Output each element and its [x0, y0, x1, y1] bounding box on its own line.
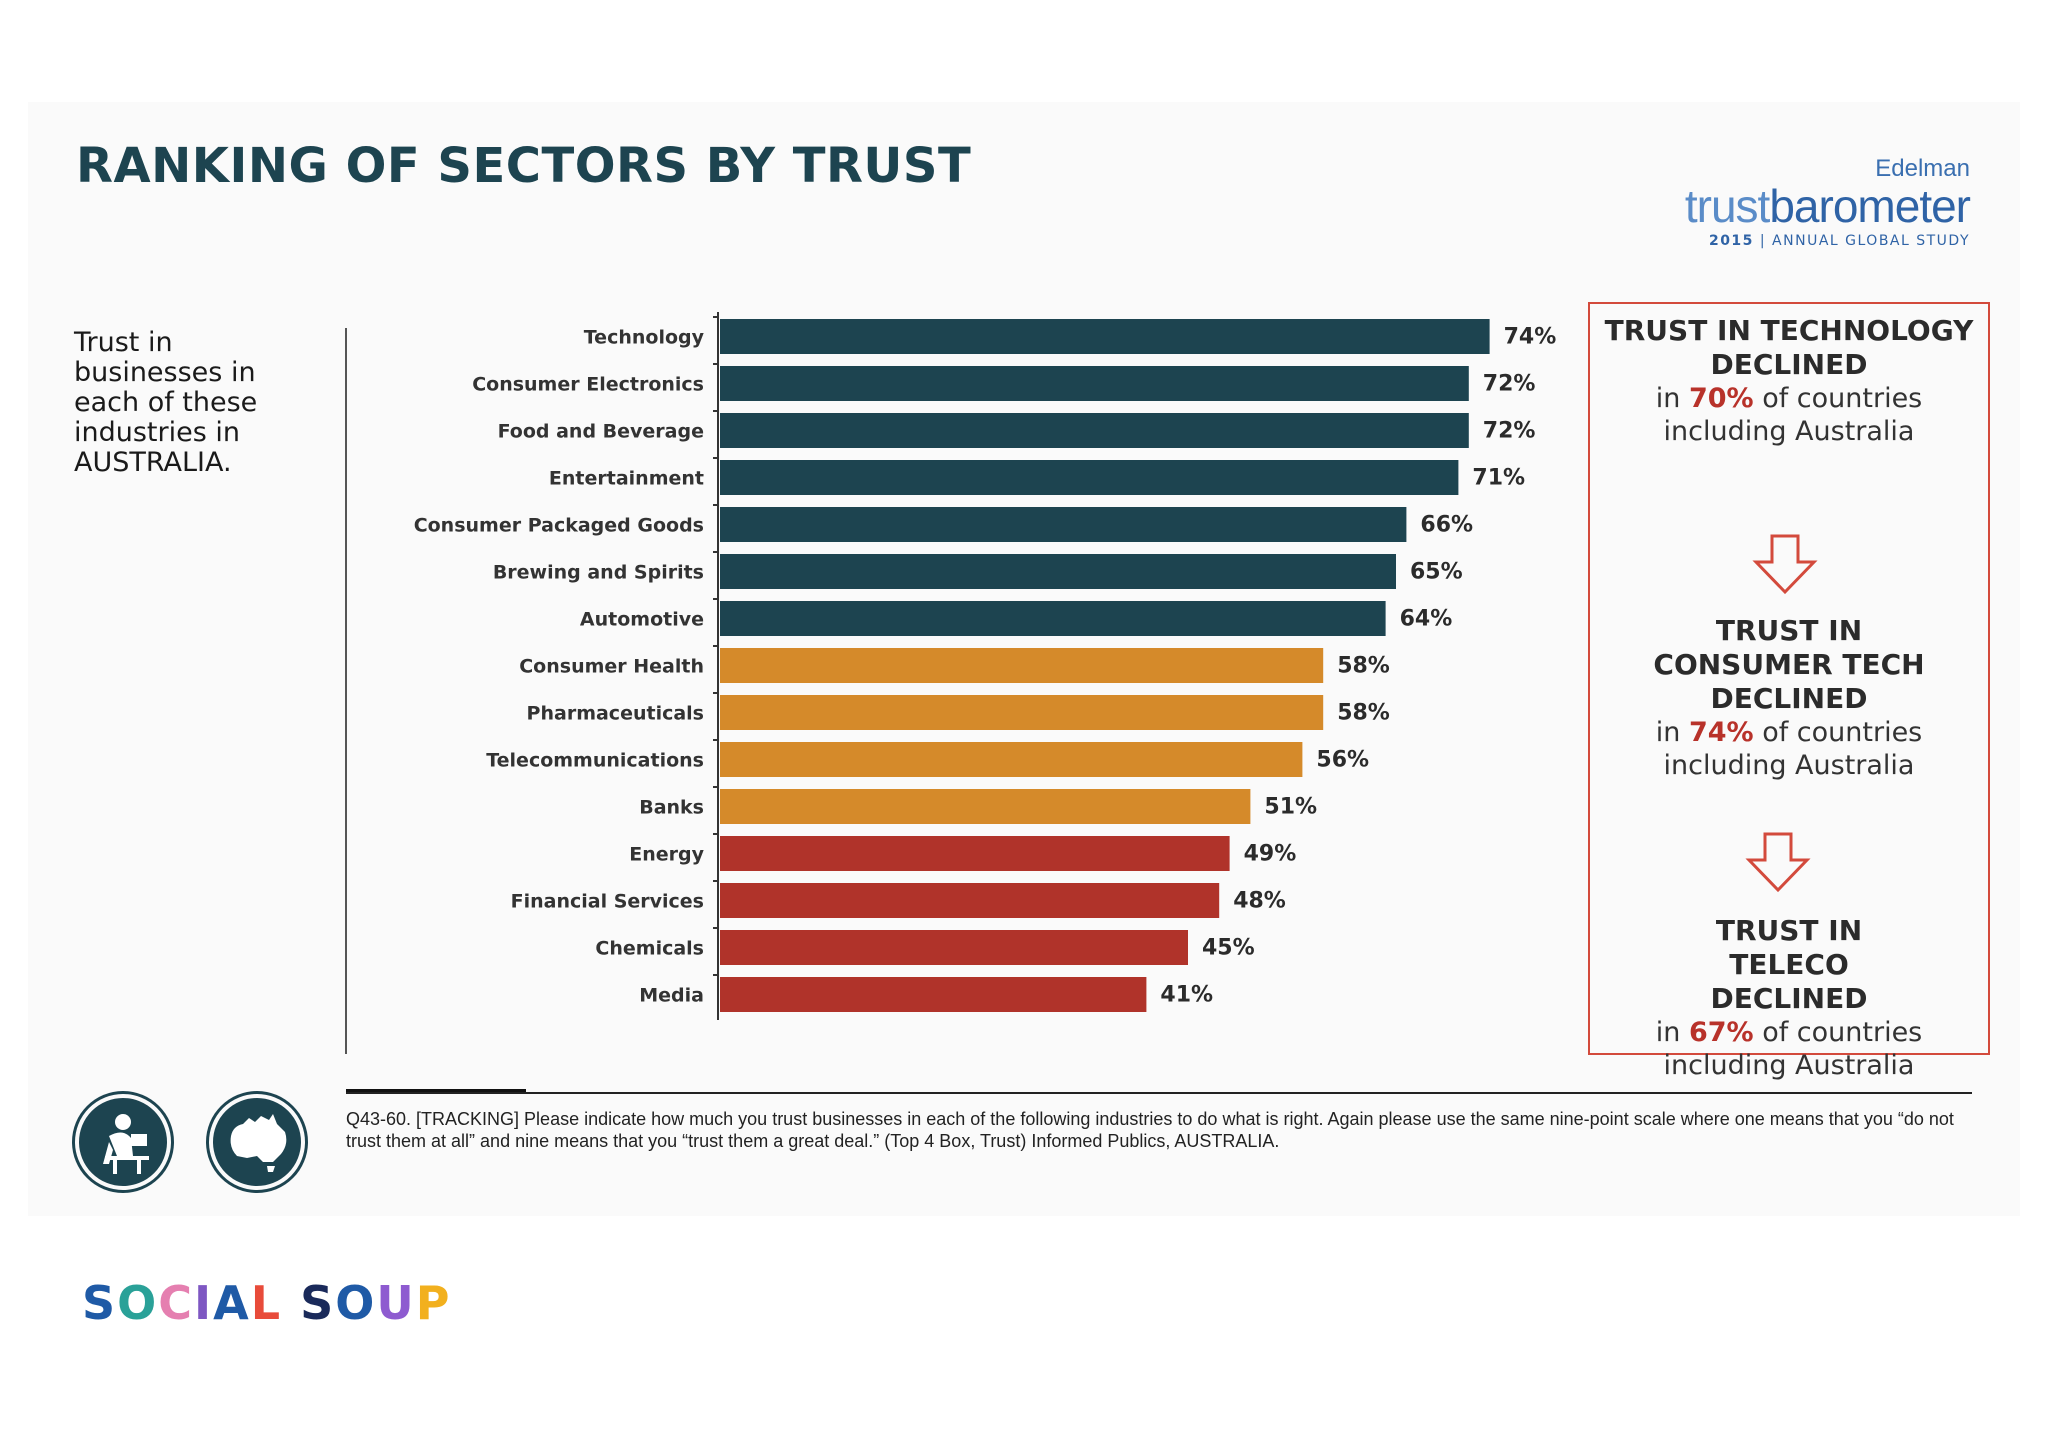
category-label: Entertainment: [549, 468, 704, 490]
bar-entertainment: [720, 460, 1459, 495]
category-label: Chemicals: [595, 938, 704, 960]
value-label: 58%: [1337, 701, 1390, 726]
social-soup-brand: SOCIAL SOUP: [82, 1276, 451, 1330]
callout-prefix: in: [1655, 1017, 1681, 1048]
value-label: 72%: [1483, 419, 1536, 444]
callout-body: in 67% of countries including Australia: [1590, 1016, 1988, 1082]
category-label: Energy: [629, 844, 704, 866]
callout-suffix: of countries: [1762, 1017, 1923, 1048]
callout-line2: including Australia: [1663, 416, 1915, 447]
callout-headline: TRUST IN TELECO DECLINED: [1710, 914, 1868, 1015]
callout-teleco: TRUST IN TELECO DECLINED in 67% of count…: [1590, 914, 1988, 1082]
down-arrow-icon: [1745, 832, 1811, 893]
brand-letter: [282, 1276, 300, 1330]
callout-consumer-tech: TRUST IN CONSUMER TECH DECLINED in 74% o…: [1590, 614, 1988, 782]
callout-pct: 67%: [1688, 1017, 1754, 1048]
bar-telecommunications: [720, 742, 1303, 777]
category-label: Pharmaceuticals: [527, 703, 704, 725]
callout-prefix: in: [1655, 717, 1681, 748]
logo-year: 2015: [1708, 233, 1754, 249]
value-label: 49%: [1244, 842, 1297, 867]
category-label: Consumer Health: [519, 656, 704, 678]
edelman-trustbarometer-logo: Edelman trustbarometer 2015 | ANNUAL GLO…: [1610, 155, 1971, 249]
person-at-computer-icon: [75, 1094, 171, 1190]
category-label: Media: [639, 985, 704, 1007]
logo-brand-text: trustbarometer: [1610, 180, 1971, 232]
value-label: 45%: [1202, 936, 1255, 961]
logo-brand-light: trust: [1684, 180, 1770, 232]
callout-headline: TRUST IN CONSUMER TECH DECLINED: [1653, 614, 1925, 715]
logo-edelman-text: Edelman: [1875, 155, 1970, 182]
callout-prefix: in: [1655, 383, 1681, 414]
value-label: 71%: [1472, 466, 1525, 491]
value-label: 72%: [1483, 372, 1536, 397]
bar-consumer-electronics: [720, 366, 1469, 401]
side-description: Trust in businesses in each of these ind…: [74, 327, 258, 478]
brand-letter: L: [250, 1276, 283, 1330]
brand-letter: U: [376, 1276, 416, 1330]
bar-chemicals: [720, 930, 1188, 965]
value-label: 65%: [1410, 560, 1463, 585]
down-arrow-icon: [1752, 534, 1818, 595]
category-label: Financial Services: [511, 891, 704, 913]
brand-letter: P: [415, 1276, 452, 1330]
category-label: Telecommunications: [486, 750, 704, 772]
logo-subtitle: 2015 | ANNUAL GLOBAL STUDY: [1610, 233, 1970, 249]
callout-pct: 70%: [1688, 383, 1754, 414]
bar-brewing-and-spirits: [720, 554, 1396, 589]
brand-letter: O: [335, 1276, 377, 1330]
brand-letter: O: [117, 1276, 159, 1330]
bar-consumer-health: [720, 648, 1324, 683]
bar-banks: [720, 789, 1251, 824]
value-label: 41%: [1160, 983, 1213, 1008]
bar-automotive: [720, 601, 1386, 636]
bar-food-and-beverage: [720, 413, 1469, 448]
brand-letter: C: [158, 1276, 195, 1330]
footnote-rule: [346, 1092, 1972, 1094]
callout-line2: including Australia: [1663, 750, 1915, 781]
callout-box: TRUST IN TECHNOLOGY DECLINED in 70% of c…: [1588, 302, 1990, 1081]
brand-letter: I: [194, 1276, 214, 1330]
value-label: 58%: [1337, 654, 1390, 679]
category-label: Consumer Electronics: [472, 374, 704, 396]
logo-subtitle-text: ANNUAL GLOBAL STUDY: [1772, 233, 1970, 249]
callout-headline: TRUST IN TECHNOLOGY DECLINED: [1604, 314, 1974, 381]
category-label: Automotive: [580, 609, 704, 631]
brand-letter: S: [82, 1276, 118, 1330]
brand-letter: A: [213, 1276, 251, 1330]
value-label: 64%: [1400, 607, 1453, 632]
value-label: 48%: [1233, 889, 1286, 914]
callout-body: in 74% of countries including Australia: [1590, 716, 1988, 782]
bar-consumer-packaged-goods: [720, 507, 1407, 542]
callout-pct: 74%: [1688, 717, 1754, 748]
brand-letter: S: [300, 1276, 336, 1330]
bar-energy: [720, 836, 1230, 871]
value-label: 74%: [1504, 325, 1557, 350]
category-label: Brewing and Spirits: [493, 562, 704, 584]
callout-suffix: of countries: [1762, 717, 1923, 748]
category-label: Consumer Packaged Goods: [414, 515, 704, 537]
category-label: Technology: [584, 327, 705, 349]
sector-trust-bar-chart: Technology 74% Consumer Electronics 72% Food…: [414, 312, 1557, 1020]
value-label: 66%: [1420, 513, 1473, 538]
callout-technology: TRUST IN TECHNOLOGY DECLINED in 70% of c…: [1590, 314, 1988, 448]
callout-line2: including Australia: [1663, 1050, 1915, 1081]
bar-financial-services: [720, 883, 1220, 918]
australia-map-icon: [209, 1094, 305, 1190]
bar-technology: [720, 319, 1490, 354]
value-label: 56%: [1316, 748, 1369, 773]
side-divider: [345, 328, 347, 1054]
bar-media: [720, 977, 1147, 1012]
logo-separator: |: [1759, 233, 1767, 249]
footnote: Q43-60. [TRACKING] Please indicate how m…: [346, 1109, 1954, 1151]
page-title: RANKING OF SECTORS BY TRUST: [76, 138, 972, 194]
footnote-rule-accent: [346, 1089, 526, 1093]
callout-suffix: of countries: [1762, 383, 1923, 414]
category-label: Banks: [639, 797, 704, 819]
bar-pharmaceuticals: [720, 695, 1324, 730]
value-label: 51%: [1264, 795, 1317, 820]
logo-brand-bold: barometer: [1769, 180, 1971, 232]
category-label: Food and Beverage: [498, 421, 704, 443]
callout-body: in 70% of countries including Australia: [1590, 382, 1988, 448]
